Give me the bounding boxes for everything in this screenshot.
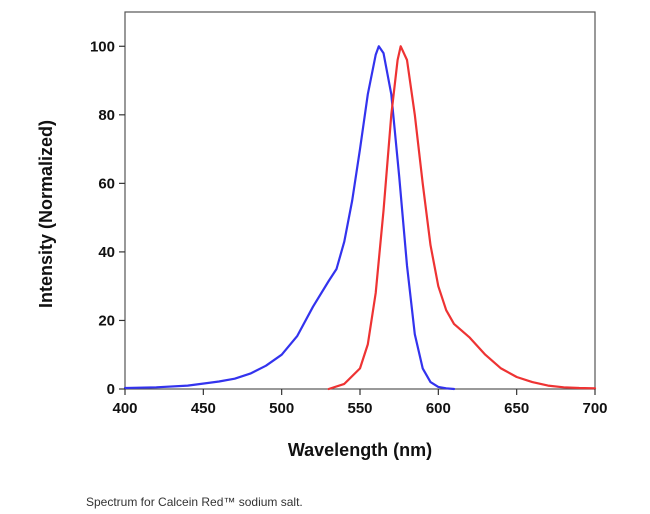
x-tick-label: 700 — [582, 400, 607, 417]
series-line-2 — [327, 45, 597, 391]
x-tick-label: 650 — [504, 400, 529, 417]
spectrum-chart: 400 450 500 550 600 650 700 0 20 40 60 80 100 Wavele… — [36, 11, 608, 460]
y-tick-label: 80 — [98, 107, 115, 124]
tick-layer: 400 450 500 550 600 650 700 0 20 40 60 80 100 — [90, 38, 608, 417]
x-tick-label: 400 — [112, 400, 137, 417]
plot-area-border — [124, 11, 596, 390]
plot-frame — [124, 11, 596, 390]
y-axis-title: Intensity (Normalized) — [36, 120, 56, 308]
y-tick-label: 20 — [98, 312, 115, 329]
y-tick-label: 0 — [107, 381, 115, 398]
figure-caption: Spectrum for Calcein Red™ sodium salt. — [86, 495, 303, 509]
y-tick-label: 100 — [90, 38, 115, 55]
x-axis-title: Wavelength (nm) — [288, 440, 432, 460]
y-tick-label: 40 — [98, 244, 115, 261]
x-tick-label: 550 — [347, 400, 372, 417]
y-tick-label: 60 — [98, 175, 115, 192]
x-tick-label: 450 — [191, 400, 216, 417]
x-tick-label: 600 — [426, 400, 451, 417]
series-line-1 — [123, 45, 456, 391]
series-layer — [123, 45, 597, 391]
x-tick-label: 500 — [269, 400, 294, 417]
